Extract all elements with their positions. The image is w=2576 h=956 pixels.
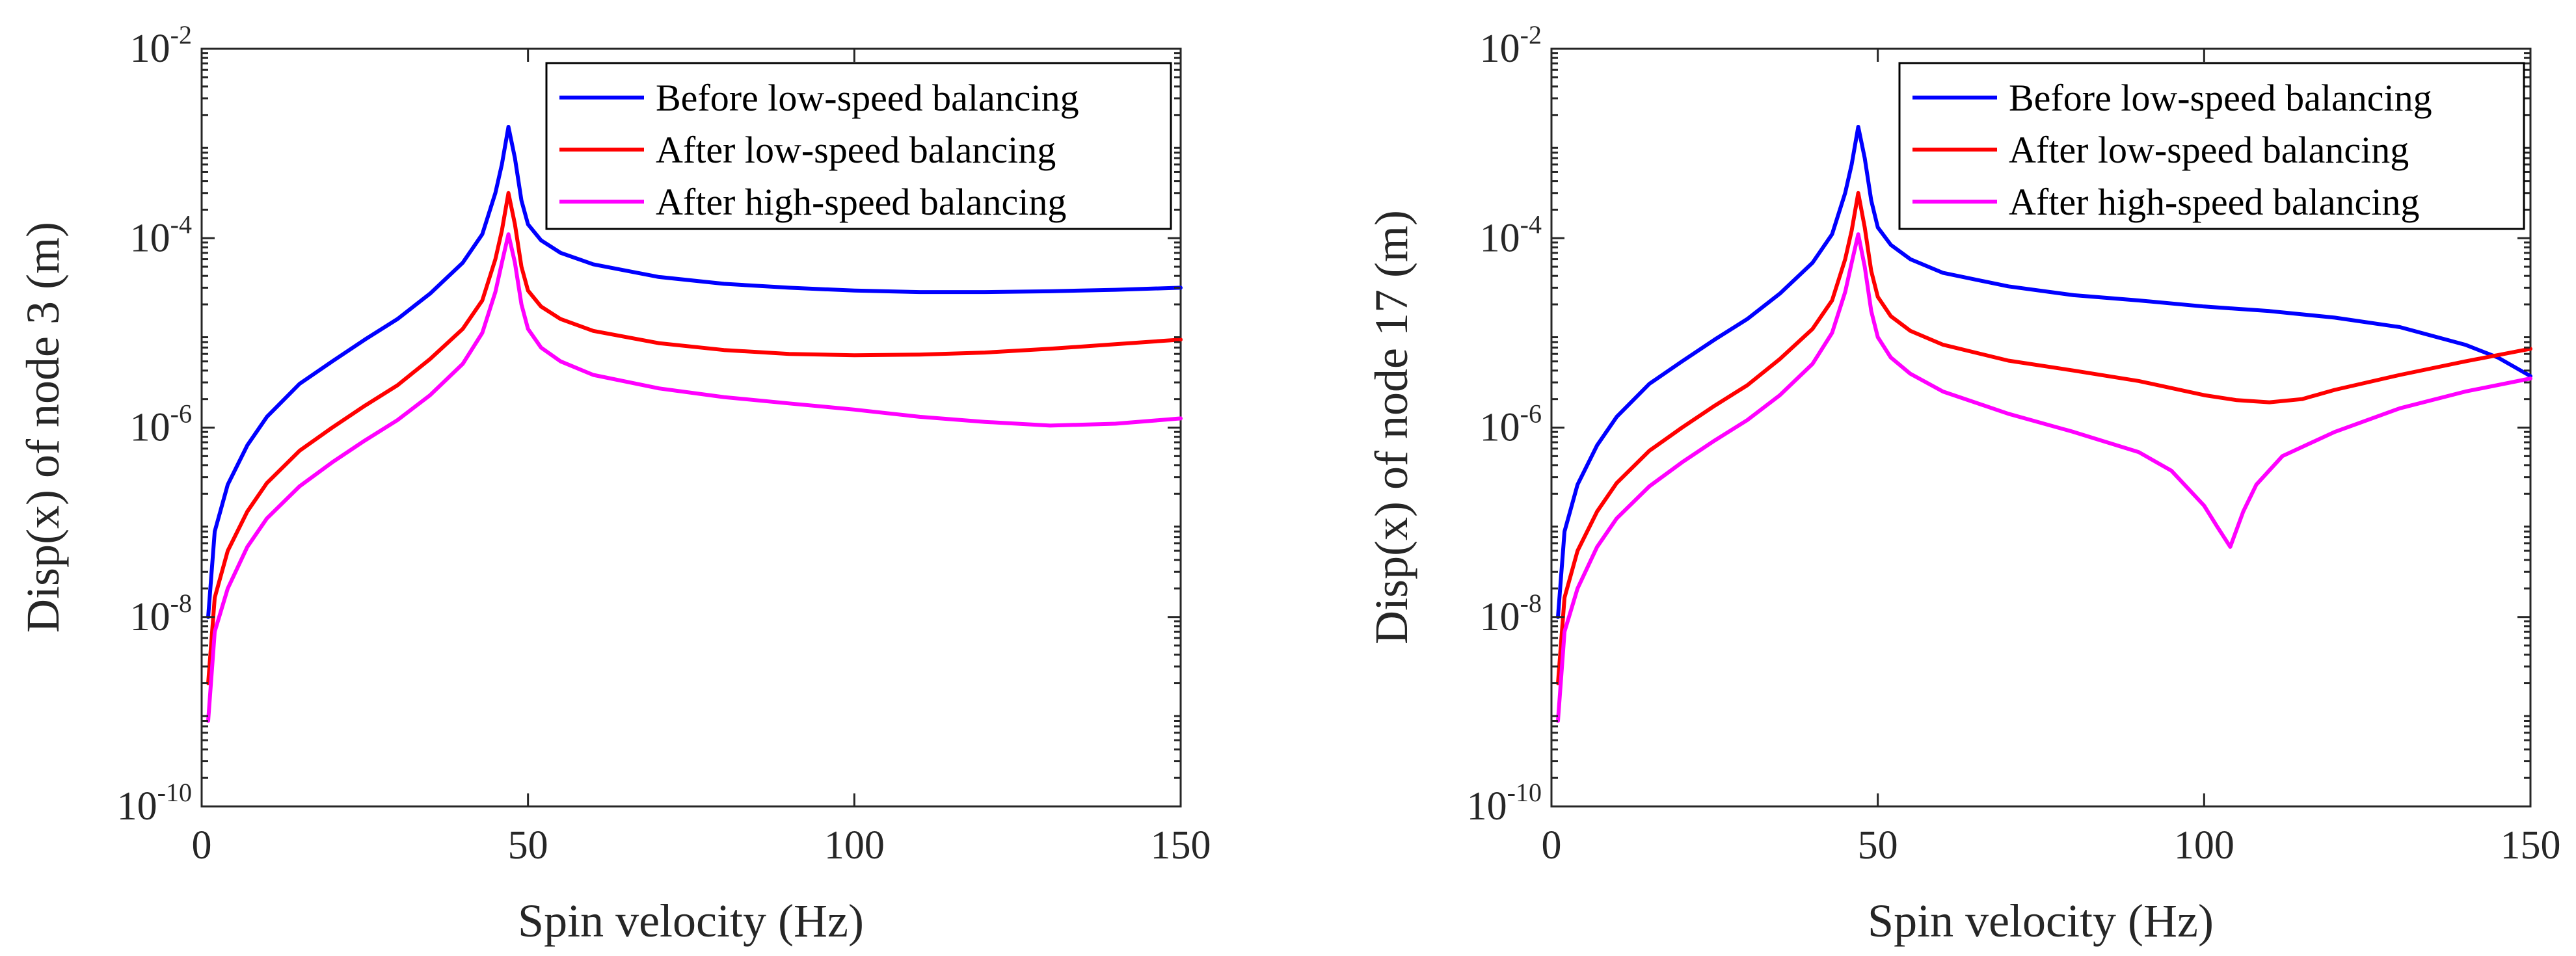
y-tick-label: 10-8 bbox=[130, 589, 192, 639]
tick-layer: 0 50 100 150 10-10 10-8 10-6 10-4 10-2 bbox=[117, 20, 1211, 868]
x-tick-label: 50 bbox=[1858, 823, 1898, 868]
legend-label-after-low: After low-speed balancing bbox=[2009, 129, 2409, 171]
x-tick-label: 100 bbox=[2174, 823, 2234, 868]
x-tick-label: 100 bbox=[824, 823, 885, 868]
y-axis-label: Disp(x) of node 3 (m) bbox=[17, 222, 69, 633]
legend-label-after-low: After low-speed balancing bbox=[656, 129, 1056, 171]
series-layer bbox=[206, 125, 1183, 723]
y-tick-label: 10-6 bbox=[130, 399, 192, 450]
legend-label-before: Before low-speed balancing bbox=[2009, 77, 2432, 119]
tick-layer: 0 50 100 150 10-10 10-8 10-6 10-4 10-2 bbox=[1467, 20, 2561, 868]
series-after-low bbox=[1556, 191, 2532, 685]
series-before bbox=[206, 125, 1183, 619]
legend-box bbox=[545, 62, 1172, 230]
y-axis-label: Disp(x) of node 17 (m) bbox=[1365, 210, 1417, 644]
legend-label-after-high: After high-speed balancing bbox=[656, 181, 1066, 223]
x-axis-label: Spin velocity (Hz) bbox=[1868, 895, 2214, 947]
series-before bbox=[1556, 125, 2532, 619]
y-tick-label: 10-4 bbox=[130, 209, 192, 260]
x-tick-label: 0 bbox=[1542, 823, 1562, 868]
series-after-high bbox=[1556, 232, 2532, 723]
x-tick-label: 150 bbox=[2501, 823, 2561, 868]
legend: Before low-speed balancing After low-spe… bbox=[545, 62, 1172, 230]
y-tick-label: 10-2 bbox=[130, 20, 192, 71]
legend: Before low-speed balancing After low-spe… bbox=[1898, 62, 2525, 230]
legend-box bbox=[1898, 62, 2525, 230]
x-tick-label: 0 bbox=[192, 823, 212, 868]
y-tick-label: 10-6 bbox=[1480, 399, 1542, 450]
series-after-high bbox=[206, 232, 1183, 723]
series-after-low bbox=[206, 191, 1183, 685]
chart-right: 0 50 100 150 10-10 10-8 10-6 10-4 10-2 Spin velo… bbox=[1365, 20, 2561, 947]
y-tick-label: 10-10 bbox=[117, 778, 192, 829]
legend-label-before: Before low-speed balancing bbox=[656, 77, 1079, 119]
x-axis-label: Spin velocity (Hz) bbox=[518, 895, 864, 947]
y-tick-label: 10-10 bbox=[1467, 778, 1542, 829]
y-tick-label: 10-2 bbox=[1480, 20, 1542, 71]
chart-left: 0 50 100 150 10-10 10-8 10-6 10-4 10-2 Spin velo… bbox=[17, 20, 1211, 947]
series-layer bbox=[1556, 125, 2532, 723]
x-tick-label: 150 bbox=[1151, 823, 1211, 868]
legend-label-after-high: After high-speed balancing bbox=[2009, 181, 2419, 223]
x-tick-label: 50 bbox=[508, 823, 548, 868]
y-tick-label: 10-4 bbox=[1480, 209, 1542, 260]
y-tick-label: 10-8 bbox=[1480, 589, 1542, 639]
